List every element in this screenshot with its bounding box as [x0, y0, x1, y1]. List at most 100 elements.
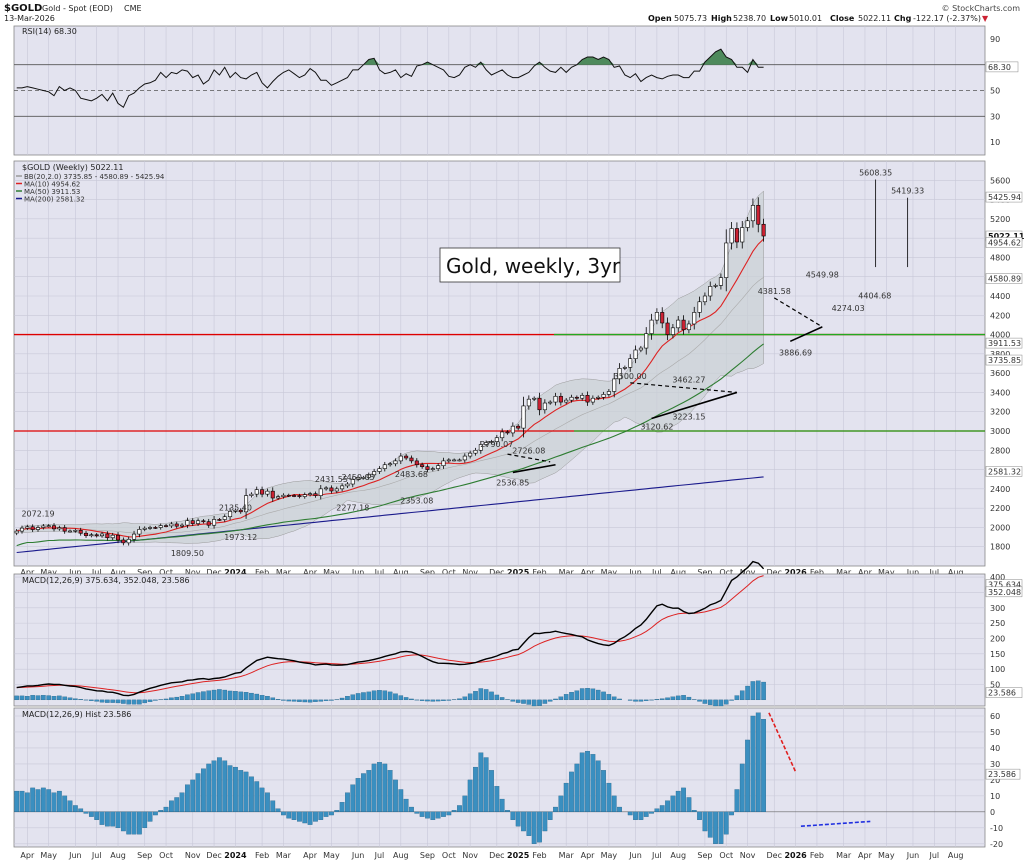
x-axis-label: Jun: [351, 851, 365, 860]
candle-body: [265, 490, 270, 495]
hist-bar: [617, 806, 622, 813]
price-annotation: 3462.27: [672, 375, 705, 384]
candle: [510, 422, 515, 437]
hist-bar: [697, 811, 702, 820]
hist-bar: [643, 811, 649, 817]
candle-body: [116, 534, 121, 541]
price-panel: 5600540052005000480046004400420040003800…: [13, 160, 1024, 577]
x-axis-label: Feb: [532, 851, 546, 860]
price-x-label: Oct: [159, 568, 173, 577]
candle: [308, 491, 313, 497]
candle-body: [222, 516, 227, 520]
overlay-legend: MA(200) 2581.32: [24, 196, 85, 204]
macd-hist-bar: [702, 699, 708, 704]
candle-body: [52, 525, 57, 530]
macd-hist-bar: [382, 690, 388, 701]
macd-hist-bar: [89, 699, 94, 701]
hist-bar: [110, 811, 116, 827]
hist-legend: MACD(12,26,9) Hist 23.586: [22, 710, 131, 719]
candle-body: [569, 396, 574, 401]
hist-bar: [275, 808, 281, 813]
hist-bar: [227, 765, 233, 813]
price-x-label: Apr: [858, 568, 873, 577]
hist-bar: [67, 800, 73, 813]
candle-body: [633, 349, 638, 359]
candle: [62, 524, 67, 534]
macd-hist-bar: [201, 691, 206, 701]
hist-bar: [83, 811, 89, 814]
macd-hist-bar: [46, 695, 51, 701]
candle-body: [292, 495, 297, 497]
title-label: Gold - Spot (EOD): [42, 4, 113, 13]
macd-hist-bar: [467, 693, 473, 701]
macd-hist-bar: [398, 695, 404, 701]
macd-value-box: [985, 586, 1023, 598]
hist-tick-label: 60: [990, 712, 1000, 721]
hist-bar: [467, 779, 473, 813]
hist-bar: [649, 811, 654, 814]
candle: [313, 491, 318, 498]
rsi-line: [16, 48, 764, 109]
macd-hist-bar: [62, 696, 67, 701]
candle-body: [478, 444, 483, 451]
price-x-label: Feb: [810, 568, 824, 577]
trendline: [512, 463, 556, 474]
price-tick-label: 3400: [990, 388, 1010, 397]
ohlc-readout: Open 5075.73 High 5238.70 Low 5010.01 Cl…: [648, 14, 989, 23]
price-annotation: 3120.62: [640, 422, 673, 431]
candle-body: [553, 395, 558, 403]
price-x-label: Dec: [489, 568, 504, 577]
candle: [441, 457, 446, 469]
macd-tick-label: 200: [990, 634, 1005, 643]
x-axis-label: Feb: [255, 851, 269, 860]
x-axis-label: Sep: [137, 851, 152, 860]
hist-bar: [739, 763, 745, 813]
candle-body: [644, 333, 649, 349]
macd-hist-bar: [302, 699, 308, 703]
macd-hist-bar: [270, 697, 276, 701]
candle-body: [617, 368, 622, 380]
candle: [345, 481, 350, 488]
hist-bar: [222, 760, 228, 813]
macd-hist-bar: [30, 695, 35, 701]
candle-body: [350, 478, 355, 485]
price-annotation: 2277.18: [336, 504, 369, 513]
x-axis-label: Nov: [462, 851, 478, 860]
hist-bar: [558, 795, 564, 813]
candle: [686, 320, 691, 334]
candle-body: [558, 395, 563, 403]
macd-hist-bar: [393, 693, 398, 701]
price-x-label: Jul: [651, 568, 662, 577]
rsi-tick-label: 30: [990, 112, 1000, 121]
candle-body: [132, 533, 137, 540]
candle: [681, 315, 686, 335]
candle: [292, 494, 297, 498]
hist-bar: [345, 792, 350, 813]
candle-body: [366, 474, 371, 478]
hist-tick-label: 50: [990, 728, 1000, 737]
candle: [286, 493, 291, 498]
hist-trendline: [800, 820, 871, 828]
hist-tick-label: 20: [990, 776, 1000, 785]
macd-hist-bar: [734, 695, 740, 701]
candle-body: [164, 525, 169, 527]
price-x-label: Dec: [206, 568, 221, 577]
hist-bar: [563, 782, 569, 813]
macd-hist-bar: [659, 698, 665, 701]
candle-body: [57, 527, 62, 530]
candle: [68, 529, 73, 533]
hist-bar: [14, 790, 20, 813]
axis-value-label: 2581.32: [988, 467, 1021, 476]
candle-body: [382, 464, 387, 469]
price-x-label: Aug: [393, 568, 409, 577]
hist-bar: [329, 811, 334, 816]
macd-hist-bar: [558, 696, 564, 701]
macd-hist-bar: [611, 696, 617, 701]
macd-hist-bar: [537, 699, 542, 706]
hist-bar: [35, 789, 41, 813]
candle: [126, 536, 131, 546]
candle: [654, 308, 659, 325]
candle-body: [36, 527, 41, 530]
price-x-label: Jun: [906, 568, 920, 577]
x-axis-label: 2024: [224, 851, 247, 860]
